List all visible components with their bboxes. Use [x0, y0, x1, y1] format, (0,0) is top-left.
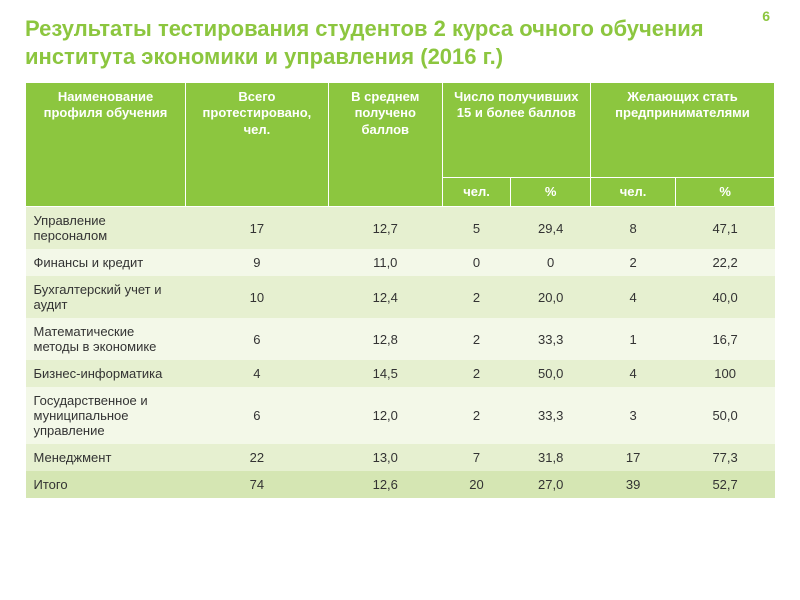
- cell-value: 16,7: [676, 318, 775, 360]
- cell-value: 50,0: [676, 387, 775, 444]
- cell-value: 12,8: [328, 318, 442, 360]
- cell-value: 2: [590, 249, 675, 276]
- cell-value: 17: [590, 444, 675, 471]
- cell-value: 6: [186, 387, 329, 444]
- cell-value: 14,5: [328, 360, 442, 387]
- cell-label: Управление персоналом: [26, 207, 186, 250]
- cell-value: 4: [590, 360, 675, 387]
- table-row: Бизнес-информатика 4 14,5 2 50,0 4 100: [26, 360, 775, 387]
- slide-container: 6 Результаты тестирования студентов 2 ку…: [0, 0, 800, 600]
- cell-value: 4: [590, 276, 675, 318]
- cell-value: 20,0: [511, 276, 591, 318]
- cell-value: 2: [442, 318, 511, 360]
- cell-value: 74: [186, 471, 329, 498]
- cell-value: 13,0: [328, 444, 442, 471]
- th-tested: Всего протестировано, чел.: [186, 83, 329, 207]
- th-profile: Наименование профиля обучения: [26, 83, 186, 207]
- cell-value: 12,4: [328, 276, 442, 318]
- cell-label: Бизнес-информатика: [26, 360, 186, 387]
- table-row: Финансы и кредит 9 11,0 0 0 2 22,2: [26, 249, 775, 276]
- th-avg: В среднем получено баллов: [328, 83, 442, 207]
- th-entrepreneur: Желающих стать предпринимателями: [590, 83, 774, 178]
- cell-value: 20: [442, 471, 511, 498]
- th-entr-count: чел.: [590, 178, 675, 207]
- cell-value: 0: [511, 249, 591, 276]
- table-total-row: Итого 74 12,6 20 27,0 39 52,7: [26, 471, 775, 498]
- table-row: Бухгалтерский учет и аудит 10 12,4 2 20,…: [26, 276, 775, 318]
- cell-value: 12,7: [328, 207, 442, 250]
- cell-value: 12,6: [328, 471, 442, 498]
- cell-value: 77,3: [676, 444, 775, 471]
- cell-value: 47,1: [676, 207, 775, 250]
- cell-label: Итого: [26, 471, 186, 498]
- cell-value: 33,3: [511, 318, 591, 360]
- cell-value: 29,4: [511, 207, 591, 250]
- slide-title: Результаты тестирования студентов 2 курс…: [25, 15, 775, 70]
- cell-value: 10: [186, 276, 329, 318]
- cell-value: 7: [442, 444, 511, 471]
- cell-value: 2: [442, 360, 511, 387]
- table-row: Управление персоналом 17 12,7 5 29,4 8 4…: [26, 207, 775, 250]
- th-above15-pct: %: [511, 178, 591, 207]
- cell-value: 50,0: [511, 360, 591, 387]
- table-row: Государственное и муниципальное управлен…: [26, 387, 775, 444]
- cell-value: 52,7: [676, 471, 775, 498]
- cell-label: Математические методы в экономике: [26, 318, 186, 360]
- cell-value: 3: [590, 387, 675, 444]
- cell-value: 100: [676, 360, 775, 387]
- table-row: Менеджмент 22 13,0 7 31,8 17 77,3: [26, 444, 775, 471]
- th-entr-pct: %: [676, 178, 775, 207]
- th-above15: Число получивших 15 и более баллов: [442, 83, 590, 178]
- cell-value: 22: [186, 444, 329, 471]
- cell-value: 12,0: [328, 387, 442, 444]
- cell-value: 39: [590, 471, 675, 498]
- th-above15-count: чел.: [442, 178, 511, 207]
- table-header: Наименование профиля обучения Всего прот…: [26, 83, 775, 207]
- cell-value: 2: [442, 387, 511, 444]
- cell-value: 5: [442, 207, 511, 250]
- cell-value: 8: [590, 207, 675, 250]
- cell-value: 2: [442, 276, 511, 318]
- cell-label: Менеджмент: [26, 444, 186, 471]
- cell-value: 0: [442, 249, 511, 276]
- cell-value: 11,0: [328, 249, 442, 276]
- cell-label: Государственное и муниципальное управлен…: [26, 387, 186, 444]
- cell-value: 22,2: [676, 249, 775, 276]
- results-table: Наименование профиля обучения Всего прот…: [25, 82, 775, 498]
- cell-value: 33,3: [511, 387, 591, 444]
- cell-label: Финансы и кредит: [26, 249, 186, 276]
- cell-value: 31,8: [511, 444, 591, 471]
- cell-value: 27,0: [511, 471, 591, 498]
- cell-value: 40,0: [676, 276, 775, 318]
- table-row: Математические методы в экономике 6 12,8…: [26, 318, 775, 360]
- cell-value: 17: [186, 207, 329, 250]
- table-body: Управление персоналом 17 12,7 5 29,4 8 4…: [26, 207, 775, 499]
- cell-value: 6: [186, 318, 329, 360]
- cell-value: 1: [590, 318, 675, 360]
- cell-value: 9: [186, 249, 329, 276]
- cell-label: Бухгалтерский учет и аудит: [26, 276, 186, 318]
- page-number: 6: [762, 8, 770, 24]
- cell-value: 4: [186, 360, 329, 387]
